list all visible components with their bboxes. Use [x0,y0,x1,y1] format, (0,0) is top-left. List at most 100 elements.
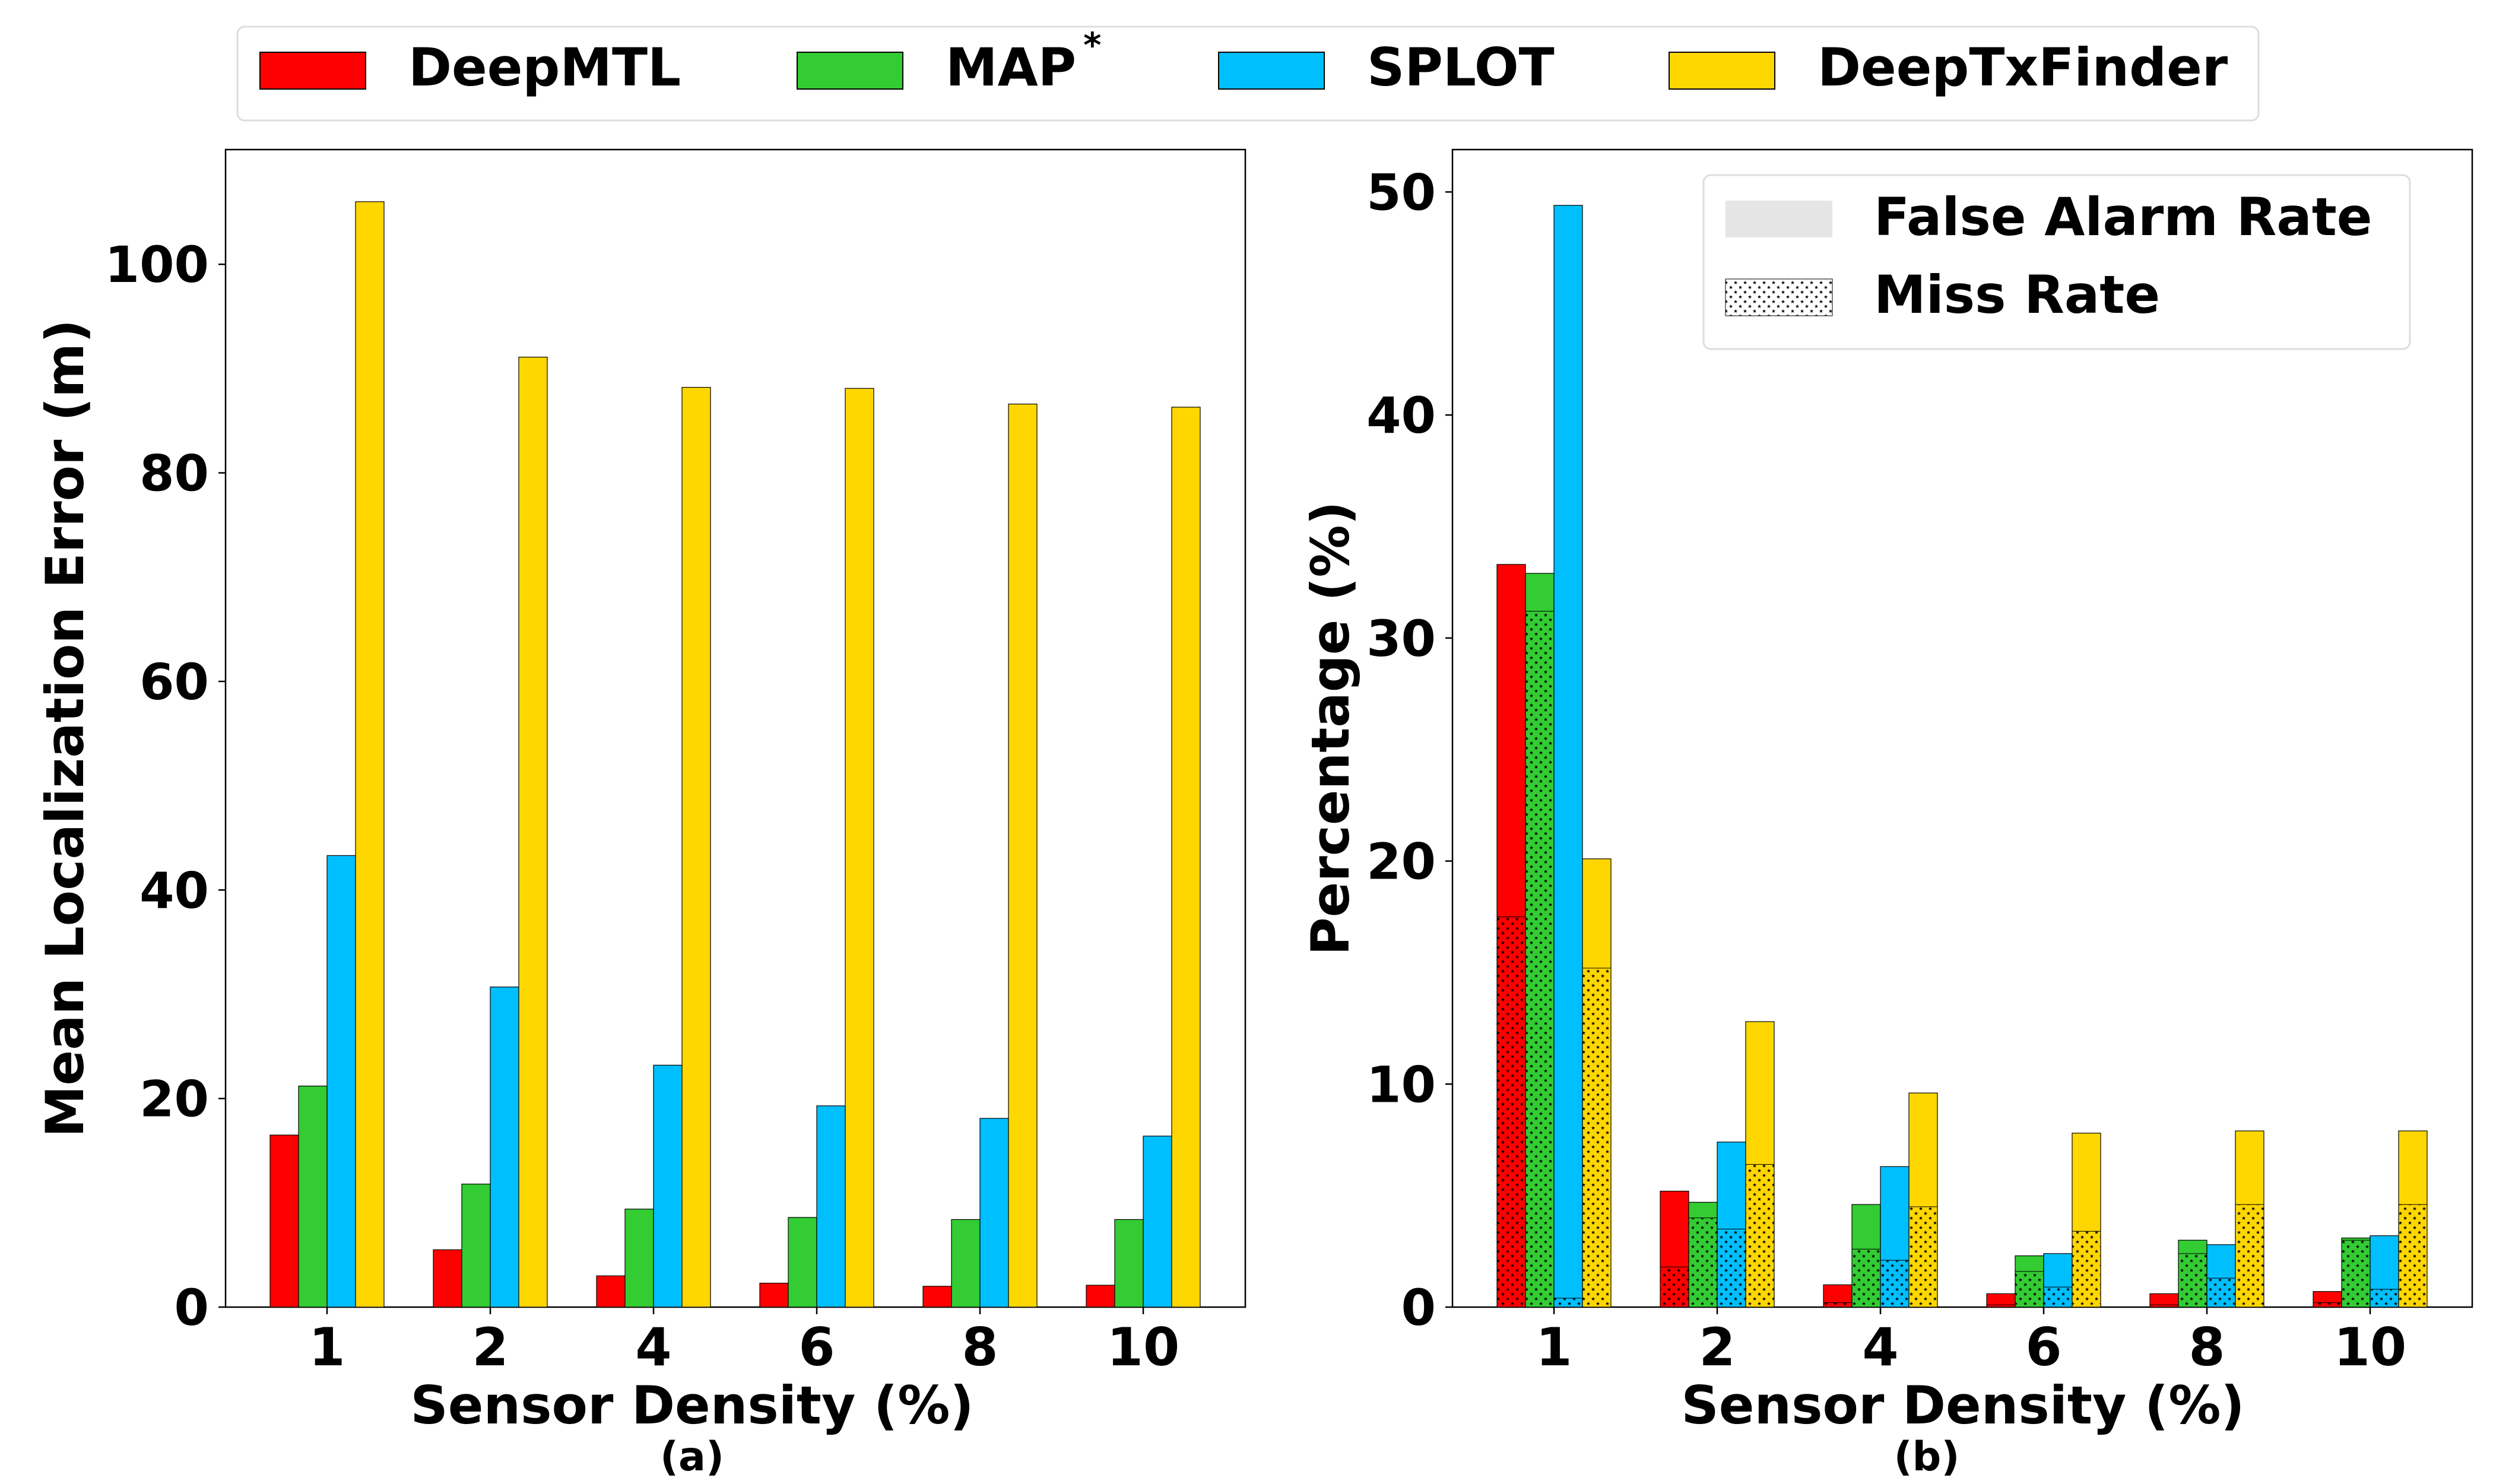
panel-a-ytick-label-0: 0 [175,1279,209,1337]
panel-a-bar-map-10 [1114,1219,1144,1308]
top-legend: DeepMTL MAP * SPLOT DeepTxFinder [236,25,2260,122]
legend-swatch-deeptxfinder [1669,52,1775,90]
panel-b-bar-map-1-miss [1525,611,1555,1308]
panel-a-bar-deeptxfinder-4 [681,386,711,1308]
panel-a-frame [224,148,1246,1308]
panel-a-caption: (a) [660,1434,724,1480]
panel-a-bar-map-8 [951,1219,981,1308]
panel-a-bar-map-4 [624,1209,654,1308]
panel-b-bar-deeptxfinder-10-miss [2398,1204,2428,1308]
rate-legend-item-miss: Miss Rate [1725,264,2160,325]
panel-b-xtick-label-8: 8 [2188,1317,2225,1378]
rate-legend-label-miss: Miss Rate [1874,264,2160,325]
panel-b-bar-deepmtl-4-miss [1823,1302,1853,1308]
panel-a-bar-map-1 [298,1085,328,1308]
legend-label-deeptxfinder: DeepTxFinder [1818,37,2228,98]
panel-b-bar-splot-1-miss [1553,1298,1583,1308]
panel-a-ytick-label-100: 100 [105,236,209,294]
panel-a-ytick-label-80: 80 [139,445,209,503]
panel-a-ytick-label-40: 40 [139,861,209,919]
panel-a-xtick-label-1: 1 [309,1317,345,1378]
panel-b-ytick-label-0: 0 [1401,1279,1436,1337]
panel-a-xtick-label-4: 4 [635,1317,671,1378]
panel-a-xtick-label-2: 2 [472,1317,508,1378]
panel-b-bar-deepmtl-10-miss [2313,1302,2342,1308]
panel-b-bar-map-2-miss [1688,1217,1718,1308]
panel-a-bars [269,201,1201,1308]
panel-b-bar-deeptxfinder-8-miss [2235,1204,2264,1308]
panel-b-ytick-label-30: 30 [1366,610,1436,668]
panel-b-xtick-label-6: 6 [2025,1317,2061,1378]
panel-b-bar-deeptxfinder-2-miss [1745,1164,1775,1308]
panel-b-bar-deepmtl-8-miss [2149,1304,2179,1308]
panel-b-bar-deepmtl-1-miss [1496,916,1526,1308]
legend-label-deepmtl: DeepMTL [408,37,681,98]
panel-b-xlabel: Sensor Density (%) [1681,1375,2244,1436]
panel-b-bar-map-6-miss [2015,1271,2044,1308]
rate-legend-swatch-false-alarm [1726,201,1832,237]
panel-b-ylabel: Percentage (%) [1300,501,1361,955]
panel-b-ytick-label-10: 10 [1366,1055,1436,1114]
legend-label-map-text: MAP [946,37,1076,98]
panel-a-bar-splot-8 [979,1118,1009,1308]
panel-b-ytick-label-40: 40 [1366,386,1436,445]
panel-a-xtick-label-6: 6 [798,1317,835,1378]
panel-b-xtick-label-10: 10 [2334,1317,2406,1378]
legend-label-map-sup: * [1083,25,1101,65]
panel-a-xtick-label-10: 10 [1107,1317,1179,1378]
panel-b-frame [1451,148,2473,1308]
panel-b-bar-deeptxfinder-1-miss [1582,968,1612,1308]
panel-a-x-ticks: 1 2 4 6 8 10 [309,1307,1179,1378]
panel-b-ytick-label-50: 50 [1366,163,1436,221]
legend-item-deeptxfinder: DeepTxFinder [1669,37,2228,98]
legend-swatch-map [797,52,903,90]
panel-b-ytick-label-20: 20 [1366,833,1436,891]
rate-legend: False Alarm Rate Miss Rate [1702,174,2411,350]
panel-a-xlabel: Sensor Density (%) [410,1375,973,1436]
panel-a-bar-map-2 [461,1184,491,1308]
legend-item-map: MAP * [797,25,1102,98]
panel-a-bar-deepmtl-1 [269,1134,299,1308]
panel-b-bar-map-10-miss [2341,1239,2371,1308]
legend-item-splot: SPLOT [1218,37,1555,98]
panel-a-bar-splot-2 [490,987,519,1308]
panel-b-bar-map-4-miss [1851,1248,1881,1308]
panel-a-bar-deepmtl-6 [759,1282,789,1308]
panel-a-bar-deepmtl-4 [596,1275,626,1308]
panel-b-bar-splot-2-miss [1717,1228,1746,1308]
legend-label-splot: SPLOT [1367,37,1555,98]
panel-a-bar-deepmtl-2 [433,1249,462,1308]
rate-legend-label-false-alarm: False Alarm Rate [1874,186,2372,248]
panel-a-bar-deepmtl-8 [922,1286,952,1308]
legend-item-deepmtl: DeepMTL [259,37,681,98]
panel-a-bar-deeptxfinder-2 [518,356,548,1308]
panel-b-xtick-label-2: 2 [1699,1317,1735,1378]
panel-a-bar-deeptxfinder-8 [1008,404,1038,1308]
panel-a-bar-deeptxfinder-1 [355,201,385,1308]
legend-swatch-deepmtl [259,52,366,90]
panel-a-bar-splot-4 [653,1064,683,1308]
panel-b-x-ticks: 1 2 4 6 8 10 [1536,1307,2406,1378]
panel-a: 0 20 40 60 80 100 1 2 4 6 8 10 Mean Localization E… [34,148,1246,1480]
panel-a-ytick-label-20: 20 [139,1070,209,1128]
panel-b-bar-deepmtl-6-miss [1986,1304,2016,1308]
panel-b-xtick-label-1: 1 [1536,1317,1572,1378]
panel-b-bar-splot-10-miss [2370,1289,2399,1308]
panel-a-bar-splot-10 [1143,1136,1172,1308]
panel-b-bar-map-8-miss [2178,1253,2207,1308]
panel-a-bar-deeptxfinder-6 [845,388,874,1308]
rate-legend-item-false-alarm: False Alarm Rate [1726,186,2372,248]
panel-a-ytick-label-60: 60 [139,653,209,711]
panel-b-bar-splot-1-false-alarm [1553,205,1583,1308]
panel-b-bar-splot-6-miss [2043,1286,2073,1308]
panel-b-bar-deeptxfinder-6-miss [2072,1231,2101,1308]
panel-b-bar-deeptxfinder-4-miss [1908,1206,1938,1308]
rate-legend-frame [1702,174,2411,350]
panel-a-bar-splot-6 [816,1105,846,1308]
panel-a-ylabel: Mean Localization Error (m) [34,319,96,1137]
panel-b: 0 10 20 30 40 50 1 2 4 6 8 10 Percentage (%) Senso… [1300,148,2473,1480]
panel-b-bar-splot-4-miss [1880,1260,1910,1308]
panel-b-bars [1496,205,2428,1308]
rate-legend-swatch-miss [1726,279,1832,316]
panel-b-caption: (b) [1894,1434,1960,1480]
